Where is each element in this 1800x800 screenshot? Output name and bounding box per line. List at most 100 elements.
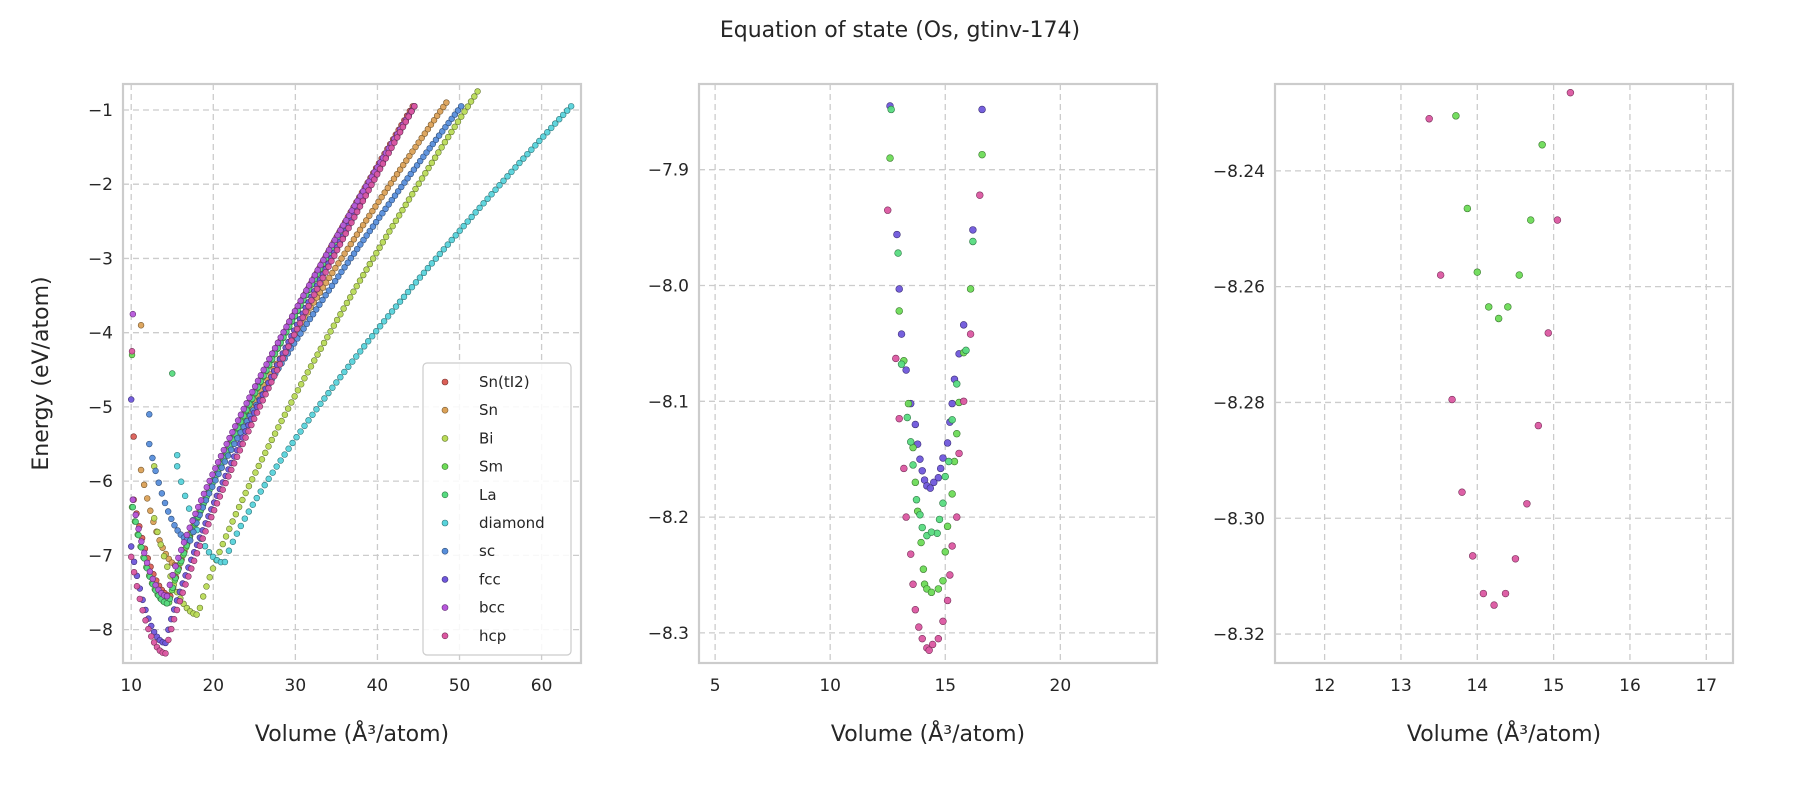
data-point xyxy=(268,436,275,444)
data-point xyxy=(428,260,436,267)
data-point xyxy=(382,155,389,162)
data-point xyxy=(417,157,424,165)
data-point xyxy=(500,177,507,184)
data-point xyxy=(297,428,304,435)
data-point xyxy=(145,625,152,633)
data-point xyxy=(179,589,186,596)
data-point xyxy=(235,503,243,511)
data-point xyxy=(137,322,145,329)
data-point xyxy=(338,255,345,262)
data-point xyxy=(128,553,135,561)
y-tick-label: −6 xyxy=(88,472,113,492)
data-point xyxy=(969,226,977,234)
data-point xyxy=(895,414,903,423)
data-point xyxy=(916,511,924,519)
y-tick-label: −5 xyxy=(88,398,113,418)
data-point xyxy=(444,241,451,248)
data-point xyxy=(544,129,551,136)
data-point xyxy=(356,226,364,234)
data-point xyxy=(261,481,268,489)
y-tick-label: −8.3 xyxy=(648,624,689,644)
data-point xyxy=(422,170,429,177)
data-point xyxy=(556,116,563,123)
data-point xyxy=(939,454,947,462)
data-point xyxy=(308,277,316,284)
data-point xyxy=(325,246,333,254)
data-point xyxy=(918,467,926,475)
data-point xyxy=(421,130,429,137)
data-point xyxy=(953,380,961,388)
data-point xyxy=(254,377,262,385)
data-point xyxy=(391,192,399,199)
data-point xyxy=(918,634,926,643)
data-point xyxy=(904,399,913,408)
data-point xyxy=(409,191,416,198)
data-point xyxy=(903,413,911,422)
data-point xyxy=(265,443,272,450)
data-point xyxy=(415,139,422,146)
data-point xyxy=(193,550,201,557)
data-point xyxy=(480,200,487,207)
data-point xyxy=(927,528,936,536)
data-point xyxy=(918,523,926,532)
legend-entry-label: bcc xyxy=(479,599,505,617)
data-point xyxy=(325,287,333,294)
data-point xyxy=(909,580,917,588)
data-point xyxy=(363,217,370,224)
data-point xyxy=(297,381,305,388)
data-point xyxy=(928,640,937,649)
data-point xyxy=(1463,204,1472,213)
data-point xyxy=(363,266,370,273)
data-point xyxy=(451,111,459,118)
data-point xyxy=(197,497,205,504)
data-point xyxy=(265,384,272,392)
data-point xyxy=(271,344,279,352)
legend-marker xyxy=(441,547,449,555)
data-point xyxy=(359,221,367,229)
data-point xyxy=(228,466,235,474)
data-point xyxy=(412,143,419,151)
data-point xyxy=(304,369,311,376)
data-point xyxy=(386,228,393,235)
plot-area xyxy=(1275,84,1733,663)
data-point xyxy=(884,206,892,214)
y-tick-label: −8 xyxy=(88,621,113,641)
data-point xyxy=(190,557,198,565)
data-point xyxy=(962,346,970,355)
data-point xyxy=(548,124,555,132)
data-point xyxy=(232,423,239,430)
data-point xyxy=(319,296,326,304)
legend-entry-label: Bi xyxy=(479,429,493,447)
data-point xyxy=(291,307,299,315)
x-tick-label: 10 xyxy=(120,676,142,696)
data-point xyxy=(978,150,986,159)
series-hcp xyxy=(128,103,418,657)
data-point xyxy=(953,513,961,521)
data-point xyxy=(1534,421,1543,430)
data-point xyxy=(369,255,377,262)
data-point xyxy=(282,349,289,356)
data-point xyxy=(206,477,213,485)
data-point xyxy=(387,180,395,187)
data-point xyxy=(431,154,439,161)
data-point xyxy=(359,197,367,205)
data-point xyxy=(196,604,204,612)
data-point xyxy=(429,140,437,148)
data-point xyxy=(468,213,475,221)
data-point xyxy=(969,237,977,246)
data-point xyxy=(202,528,209,535)
data-point xyxy=(221,558,229,566)
data-point xyxy=(245,482,253,490)
data-point xyxy=(394,188,402,195)
data-point xyxy=(162,650,169,657)
data-point xyxy=(265,475,272,483)
data-point xyxy=(927,588,936,597)
data-point xyxy=(173,463,181,470)
data-point xyxy=(1544,329,1552,337)
data-point xyxy=(183,531,191,539)
data-point xyxy=(401,179,408,186)
data-point xyxy=(897,330,906,338)
data-point xyxy=(936,464,945,473)
data-point xyxy=(258,456,266,463)
